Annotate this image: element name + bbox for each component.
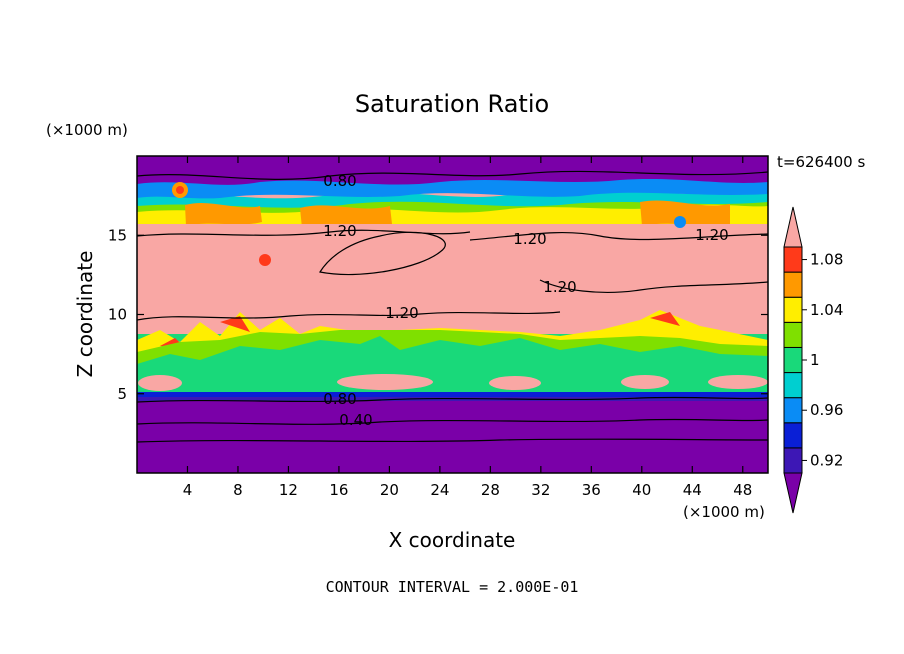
y-axis-label: Z coordinate (73, 251, 97, 378)
colorbar-tick-label: 0.96 (810, 401, 843, 419)
lens-1 (138, 375, 182, 391)
time-label: t=626400 s (777, 153, 865, 171)
colorbar-tick-label: 1 (810, 351, 820, 369)
x-tick-label: 24 (430, 481, 449, 499)
x-tick-label: 4 (183, 481, 193, 499)
spot-cyan-1 (674, 216, 686, 228)
y-unit-label: (×1000 m) (46, 121, 128, 139)
contour-label: 1.20 (543, 278, 576, 296)
contour-label: 1.20 (695, 226, 728, 244)
x-tick-label: 48 (733, 481, 752, 499)
band-mid-teal (137, 336, 768, 392)
contour-030 (137, 438, 768, 443)
y-tick-label: 5 (117, 385, 127, 403)
band-orange-top (185, 200, 730, 228)
contour-label: 0.80 (323, 390, 356, 408)
colorbar-box (783, 296, 803, 323)
band-blue-top (137, 179, 768, 199)
contour-interval-footer: CONTOUR INTERVAL = 2.000E-01 (326, 578, 579, 596)
contour-label: 0.40 (339, 411, 372, 429)
x-axis-label: X coordinate (389, 528, 516, 552)
contour-label: 1.20 (385, 304, 418, 322)
contour-040 (137, 418, 768, 425)
chart-title: Saturation Ratio (355, 90, 549, 118)
spot-red-1 (259, 254, 271, 266)
contour-label: 1.20 (323, 222, 356, 240)
x-axis-unit: (×1000 m) (683, 503, 765, 521)
contour-080-top (137, 170, 768, 180)
x-tick-label: 32 (531, 481, 550, 499)
colorbar-box (783, 346, 803, 374)
contour-labels: 0.80 1.20 1.20 1.20 1.20 1.20 0.80 0.40 (323, 172, 728, 429)
x-tick-label: 36 (582, 481, 601, 499)
colorbar-box (783, 397, 803, 424)
spot-red-2 (176, 186, 184, 194)
contour-label: 0.80 (323, 172, 356, 190)
lens-5 (708, 375, 768, 389)
x-tick-label: 12 (279, 481, 298, 499)
colorbar-box (783, 447, 803, 474)
contour-080-bot (137, 396, 768, 403)
contour-lines (137, 170, 768, 443)
x-tick-label: 8 (233, 481, 243, 499)
colorbar-box (783, 271, 803, 298)
contour-120-e (137, 311, 561, 321)
x-axis-ticks: 4 8 12 16 20 24 28 32 36 40 44 48 (183, 156, 752, 499)
band-base-blue (137, 392, 768, 397)
lens-4 (621, 375, 669, 389)
contour-120-d (539, 279, 768, 293)
colorbar-under-triangle (783, 472, 803, 514)
x-tick-label: 44 (683, 481, 702, 499)
colorbar-box (783, 246, 803, 273)
heatmap-field (137, 156, 768, 473)
lens-2 (337, 374, 433, 390)
contour-120-b (469, 231, 768, 241)
colorbar-tick-label: 0.92 (810, 451, 843, 469)
colorbar-tick-label: 1.04 (810, 301, 843, 319)
y-tick-label: 10 (108, 306, 127, 324)
lens-3 (489, 376, 541, 390)
colorbar-over-triangle (783, 206, 803, 248)
x-tick-label: 16 (329, 481, 348, 499)
colorbar: 0.92 0.96 1 1.04 1.08 (783, 206, 843, 514)
y-tick-label: 15 (108, 226, 127, 244)
y-axis-ticks: 5 10 15 (108, 226, 768, 403)
colorbar-box (783, 372, 803, 399)
x-tick-label: 28 (481, 481, 500, 499)
contour-label: 1.20 (513, 230, 546, 248)
colorbar-box (783, 422, 803, 449)
x-tick-label: 40 (632, 481, 651, 499)
x-tick-label: 20 (380, 481, 399, 499)
colorbar-box (783, 321, 803, 348)
colorbar-tick-label: 1.08 (810, 251, 843, 269)
contour-120-c (319, 231, 446, 276)
region-lower-dry (137, 394, 768, 473)
